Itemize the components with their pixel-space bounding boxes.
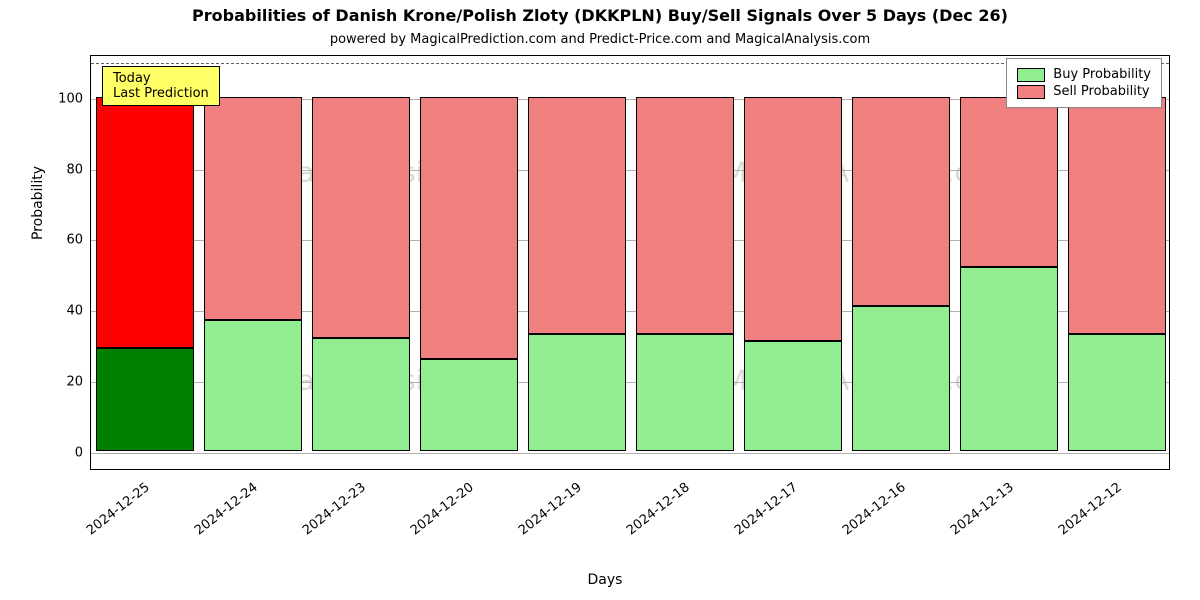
legend-swatch bbox=[1017, 68, 1045, 82]
bar-segment-sell bbox=[636, 97, 733, 335]
bar-segment-sell bbox=[852, 97, 949, 306]
today-callout: Today Last Prediction bbox=[102, 66, 220, 106]
bar-segment-sell bbox=[528, 97, 625, 335]
chart-title: Probabilities of Danish Krone/Polish Zlo… bbox=[0, 6, 1200, 25]
x-axis-label: Days bbox=[555, 572, 655, 588]
y-tick-label: 0 bbox=[75, 446, 91, 461]
bar bbox=[744, 54, 841, 469]
bar bbox=[420, 54, 517, 469]
x-tick-label: 2024-12-20 bbox=[408, 480, 477, 538]
bar-segment-buy bbox=[852, 306, 949, 451]
y-tick-label: 80 bbox=[66, 162, 91, 177]
bar-segment-sell bbox=[96, 97, 193, 349]
x-tick-label: 2024-12-12 bbox=[1056, 480, 1125, 538]
x-tick-label: 2024-12-17 bbox=[732, 480, 801, 538]
bar-segment-sell bbox=[420, 97, 517, 359]
bar-segment-buy bbox=[1068, 334, 1165, 451]
bar-segment-sell bbox=[312, 97, 409, 338]
bar-segment-buy bbox=[420, 359, 517, 451]
legend-item: Buy Probability bbox=[1017, 67, 1151, 82]
y-tick-label: 40 bbox=[66, 304, 91, 319]
y-tick-label: 20 bbox=[66, 375, 91, 390]
bar-segment-buy bbox=[744, 341, 841, 451]
x-tick-label: 2024-12-13 bbox=[948, 480, 1017, 538]
y-tick-label: 60 bbox=[66, 233, 91, 248]
bar-segment-sell bbox=[1068, 97, 1165, 335]
x-tick-label: 2024-12-19 bbox=[516, 480, 585, 538]
y-axis-label: Probability bbox=[30, 103, 46, 303]
x-tick-label: 2024-12-25 bbox=[84, 480, 153, 538]
legend-label: Sell Probability bbox=[1053, 84, 1149, 99]
x-tick-label: 2024-12-18 bbox=[624, 480, 693, 538]
chart-container: Probabilities of Danish Krone/Polish Zlo… bbox=[0, 0, 1200, 600]
bar bbox=[528, 54, 625, 469]
bar bbox=[636, 54, 733, 469]
y-tick-label: 100 bbox=[58, 91, 91, 106]
bar bbox=[852, 54, 949, 469]
bar-segment-sell bbox=[744, 97, 841, 342]
bar bbox=[96, 54, 193, 469]
legend-label: Buy Probability bbox=[1053, 67, 1151, 82]
plot-area: MagicalAnalysis.comMagicalAnalysis.comMa… bbox=[90, 55, 1170, 470]
bar bbox=[960, 54, 1057, 469]
bar bbox=[312, 54, 409, 469]
x-tick-label: 2024-12-16 bbox=[840, 480, 909, 538]
bar bbox=[204, 54, 301, 469]
bar-segment-buy bbox=[960, 267, 1057, 451]
bar-segment-buy bbox=[96, 348, 193, 451]
legend-item: Sell Probability bbox=[1017, 84, 1151, 99]
bar-segment-buy bbox=[636, 334, 733, 451]
legend: Buy Probability Sell Probability bbox=[1006, 58, 1162, 108]
bar-segment-sell bbox=[960, 97, 1057, 267]
chart-subtitle: powered by MagicalPrediction.com and Pre… bbox=[0, 32, 1200, 47]
legend-swatch bbox=[1017, 85, 1045, 99]
bar-segment-buy bbox=[312, 338, 409, 452]
x-tick-label: 2024-12-23 bbox=[300, 480, 369, 538]
x-tick-label: 2024-12-24 bbox=[192, 480, 261, 538]
bar-segment-buy bbox=[528, 334, 625, 451]
bar-segment-buy bbox=[204, 320, 301, 451]
bar bbox=[1068, 54, 1165, 469]
bar-segment-sell bbox=[204, 97, 301, 320]
